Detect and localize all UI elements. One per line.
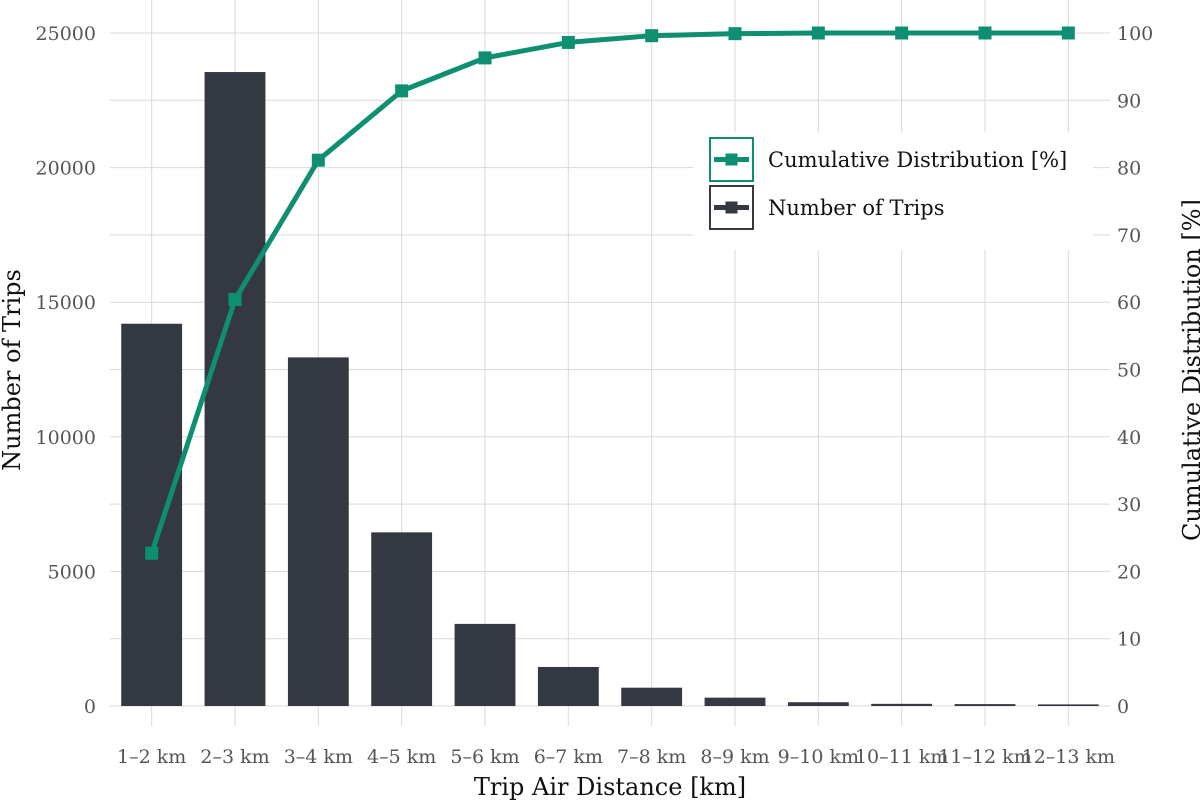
- x-tick-label: 1–2 km: [117, 746, 186, 768]
- cumulative-marker-9: [811, 26, 825, 40]
- legend-label-trips: Number of Trips: [768, 196, 944, 220]
- x-tick-label: 9–10 km: [778, 746, 859, 768]
- x-axis-title: Trip Air Distance [km]: [474, 773, 746, 800]
- x-tick-label: 12–13 km: [1022, 746, 1115, 768]
- cumulative-marker-7: [645, 29, 659, 43]
- y-right-tick-label: 40: [1117, 427, 1141, 449]
- y-left-tick-label: 5000: [48, 561, 96, 583]
- bar-7: [621, 687, 683, 706]
- y-right-tick-label: 60: [1117, 292, 1141, 314]
- bar-2: [204, 72, 266, 706]
- legend-marker-cumulative: [725, 153, 738, 166]
- axis-layer: 0 5000 10000 15000 20000 25000 0 10 20 30 40 50 60 70…: [36, 23, 1154, 768]
- cumulative-marker-3: [311, 153, 325, 167]
- x-tick-label: 6–7 km: [534, 746, 603, 768]
- bar-5: [454, 623, 516, 706]
- y-axis-left-title: Number of Trips: [0, 269, 26, 471]
- y-left-tick-label: 25000: [36, 23, 96, 45]
- y-axis-right-title: Cumulative Distribution [%]: [1178, 199, 1200, 541]
- x-tick-label: 11–12 km: [938, 746, 1031, 768]
- y-right-tick-label: 0: [1117, 696, 1129, 718]
- cumulative-marker-4: [395, 84, 409, 98]
- y-left-tick-label: 20000: [36, 158, 96, 180]
- bar-9: [787, 702, 849, 706]
- cumulative-marker-5: [478, 51, 492, 65]
- y-right-tick-label: 50: [1117, 360, 1141, 382]
- x-tick-label: 8–9 km: [700, 746, 769, 768]
- bar-4: [371, 532, 433, 706]
- cumulative-line: [149, 30, 1069, 555]
- cumulative-marker-2: [228, 293, 242, 307]
- y-left-tick-label: 0: [84, 696, 96, 718]
- cumulative-marker-10: [895, 26, 909, 40]
- legend-label-cumulative: Cumulative Distribution [%]: [768, 148, 1067, 172]
- y-right-tick-label: 80: [1117, 158, 1141, 180]
- x-tick-label: 3–4 km: [284, 746, 353, 768]
- bar-3: [287, 357, 349, 706]
- y-left-tick-label: 10000: [36, 427, 96, 449]
- y-left-tick-label: 15000: [36, 292, 96, 314]
- y-right-tick-label: 90: [1117, 90, 1141, 112]
- bar-11: [954, 704, 1016, 706]
- bar-6: [537, 666, 599, 706]
- legend-background: [693, 132, 1093, 250]
- legend-marker-trips: [725, 201, 738, 214]
- x-tick-label: 2–3 km: [200, 746, 269, 768]
- y-right-tick-label: 70: [1117, 225, 1141, 247]
- x-tick-label: 10–11 km: [855, 746, 948, 768]
- cumulative-marker-6: [561, 35, 575, 49]
- y-right-tick-label: 20: [1117, 561, 1141, 583]
- line-layer: [145, 26, 1075, 560]
- y-right-tick-label: 30: [1117, 494, 1141, 516]
- bar-layer: [121, 72, 1099, 706]
- bar-10: [871, 703, 933, 706]
- cumulative-marker-1: [145, 546, 159, 560]
- x-tick-label: 4–5 km: [367, 746, 436, 768]
- y-right-tick-label: 100: [1117, 23, 1153, 45]
- cumulative-marker-12: [1061, 26, 1075, 40]
- cumulative-marker-8: [728, 27, 742, 41]
- cumulative-marker-11: [978, 26, 992, 40]
- bar-12: [1037, 704, 1099, 706]
- x-tick-label: 7–8 km: [617, 746, 686, 768]
- x-tick-label: 5–6 km: [450, 746, 519, 768]
- bar-1: [121, 323, 183, 706]
- legend: Cumulative Distribution [%] Number of Tr…: [693, 132, 1093, 250]
- y-right-tick-label: 10: [1117, 629, 1141, 651]
- bar-8: [704, 697, 766, 706]
